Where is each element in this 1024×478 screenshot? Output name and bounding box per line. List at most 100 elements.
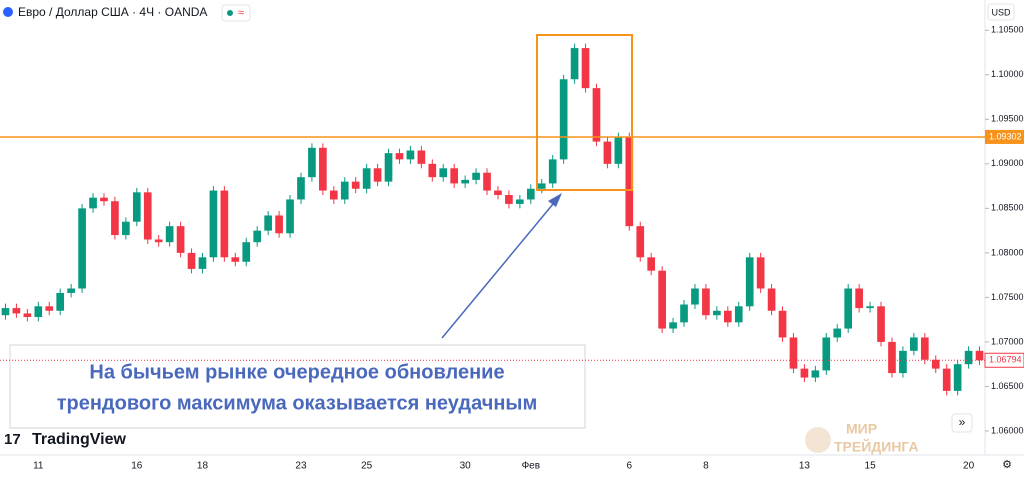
candle-body bbox=[822, 337, 831, 371]
candle-body bbox=[691, 288, 699, 305]
candle-body bbox=[581, 48, 590, 89]
candle-body bbox=[329, 190, 338, 200]
candle-body bbox=[614, 137, 623, 164]
candle-body bbox=[494, 190, 502, 195]
level-label: 1.09302 bbox=[989, 131, 1022, 141]
candle-body bbox=[286, 199, 294, 234]
candle-body bbox=[910, 337, 918, 351]
candle-body bbox=[811, 370, 820, 378]
candle-body bbox=[23, 313, 32, 317]
candle-body bbox=[800, 368, 809, 378]
symbol-icon bbox=[3, 7, 13, 17]
candle-body bbox=[472, 172, 480, 180]
candle-body bbox=[362, 168, 371, 189]
candle-body bbox=[384, 153, 393, 182]
candle-body bbox=[100, 197, 108, 202]
x-tick-label: 25 bbox=[361, 461, 373, 472]
callout-line: На бычьем рынке очередное обновление bbox=[89, 361, 504, 383]
candle-body bbox=[439, 168, 448, 178]
candle-body bbox=[559, 79, 568, 160]
candle-body bbox=[373, 168, 382, 182]
candle-body bbox=[592, 88, 601, 142]
candle-body bbox=[833, 328, 842, 338]
x-tick-label: 8 bbox=[703, 461, 709, 472]
candle-body bbox=[658, 270, 666, 329]
candle-body bbox=[789, 337, 798, 369]
candle-body bbox=[231, 257, 240, 262]
watermark-icon bbox=[805, 427, 831, 453]
candle-body bbox=[920, 337, 929, 360]
candle-body bbox=[78, 208, 86, 289]
y-tick-label: 1.07000 bbox=[991, 336, 1024, 346]
y-tick-label: 1.10500 bbox=[991, 25, 1024, 35]
candle-body bbox=[67, 288, 75, 293]
candle-body bbox=[899, 350, 907, 374]
candle-body bbox=[428, 163, 437, 178]
candle-body bbox=[12, 308, 21, 314]
x-tick-label: 30 bbox=[460, 461, 472, 472]
y-tick-label: 1.06500 bbox=[991, 381, 1024, 391]
x-tick-label: 11 bbox=[33, 461, 44, 472]
y-tick-label: 1.09500 bbox=[991, 114, 1024, 124]
y-tick-label: 1.08500 bbox=[991, 203, 1024, 213]
candle-body bbox=[855, 288, 863, 309]
candle-body bbox=[636, 226, 645, 258]
candle-body bbox=[625, 137, 634, 227]
candle-body bbox=[680, 304, 688, 323]
candle-body bbox=[176, 226, 185, 253]
candle-body bbox=[450, 168, 459, 184]
candle-body bbox=[297, 177, 305, 200]
candle-body bbox=[778, 310, 787, 338]
candle-body bbox=[143, 192, 152, 240]
candle-body bbox=[745, 257, 754, 307]
arrow bbox=[441, 197, 559, 339]
candle-body bbox=[220, 190, 229, 258]
level-tag bbox=[985, 129, 1024, 144]
y-tick-label: 1.09000 bbox=[991, 158, 1024, 168]
candle-body bbox=[308, 147, 316, 178]
settings-icon[interactable]: ⚙ bbox=[1002, 459, 1012, 471]
status-dot bbox=[227, 10, 233, 16]
candle-body bbox=[570, 48, 579, 80]
status-badge[interactable] bbox=[221, 4, 251, 22]
candle-body bbox=[877, 306, 885, 342]
x-tick-label: 6 bbox=[627, 461, 633, 472]
candle-body bbox=[975, 350, 984, 361]
candle-body bbox=[461, 179, 469, 184]
candle-body bbox=[395, 153, 404, 160]
callout-line: трендового максимума оказывается неудачн… bbox=[57, 392, 538, 414]
candle-body bbox=[603, 141, 612, 164]
x-tick-label: 16 bbox=[131, 461, 143, 472]
tv-logo: TradingView bbox=[32, 431, 127, 448]
plot bbox=[1, 43, 984, 396]
candle-body bbox=[111, 201, 119, 236]
candle-body bbox=[713, 310, 721, 316]
y-tick-label: 1.07500 bbox=[991, 292, 1024, 302]
x-tick-label: Фев bbox=[522, 461, 540, 472]
candle-body bbox=[198, 257, 207, 269]
candle-body bbox=[931, 359, 940, 369]
x-tick-label: 23 bbox=[295, 461, 307, 472]
candle-body bbox=[165, 226, 174, 243]
candle-body bbox=[767, 288, 776, 311]
candle-body bbox=[756, 257, 765, 289]
candle-body bbox=[516, 199, 524, 204]
currency-button[interactable] bbox=[987, 3, 1015, 21]
y-tick-label: 1.10000 bbox=[991, 69, 1024, 79]
candle-body bbox=[526, 188, 535, 200]
candle-body bbox=[132, 192, 141, 222]
x-tick-label: 13 bbox=[799, 461, 811, 472]
candle-body bbox=[89, 197, 97, 209]
y-tick-label: 1.06000 bbox=[991, 425, 1024, 435]
candle-body bbox=[122, 221, 130, 236]
candle-body bbox=[669, 322, 677, 329]
candle-body bbox=[723, 310, 732, 323]
status-icon: ≈ bbox=[238, 7, 244, 19]
scroll-button[interactable] bbox=[951, 413, 973, 433]
candle-body bbox=[942, 368, 951, 391]
highlight-box bbox=[536, 34, 633, 191]
candle-body bbox=[242, 242, 251, 262]
candle-body bbox=[275, 215, 283, 234]
candle-body bbox=[537, 183, 546, 189]
